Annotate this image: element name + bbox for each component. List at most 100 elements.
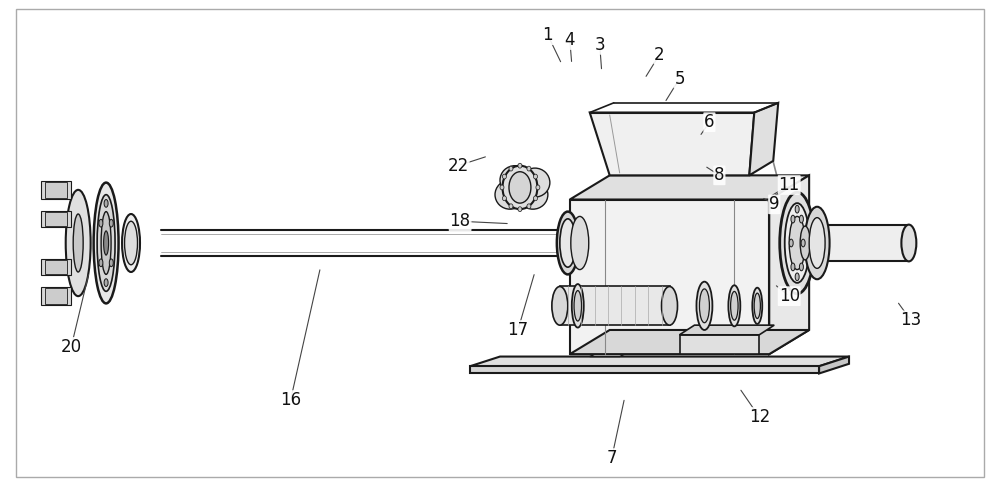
- Ellipse shape: [731, 292, 738, 320]
- Ellipse shape: [795, 205, 799, 213]
- Polygon shape: [749, 103, 778, 175]
- Ellipse shape: [789, 239, 793, 247]
- Ellipse shape: [799, 263, 803, 271]
- Ellipse shape: [101, 211, 111, 275]
- Text: 20: 20: [61, 338, 82, 356]
- Polygon shape: [769, 175, 809, 354]
- Text: 4: 4: [565, 31, 575, 49]
- Ellipse shape: [495, 180, 525, 209]
- Bar: [45, 212, 67, 226]
- Text: 17: 17: [507, 321, 529, 339]
- Text: 16: 16: [280, 391, 301, 409]
- Ellipse shape: [527, 204, 531, 208]
- Text: 8: 8: [714, 166, 725, 184]
- Ellipse shape: [795, 273, 799, 281]
- Ellipse shape: [780, 192, 815, 294]
- Ellipse shape: [791, 263, 795, 271]
- Polygon shape: [570, 330, 809, 354]
- Ellipse shape: [571, 216, 589, 270]
- Polygon shape: [680, 325, 774, 335]
- Ellipse shape: [518, 180, 548, 209]
- Ellipse shape: [728, 285, 740, 327]
- Polygon shape: [819, 357, 849, 373]
- Ellipse shape: [574, 291, 582, 321]
- Ellipse shape: [122, 214, 140, 272]
- Ellipse shape: [99, 259, 103, 267]
- Ellipse shape: [809, 218, 825, 268]
- Text: 10: 10: [779, 287, 800, 305]
- Text: 9: 9: [769, 195, 779, 213]
- Ellipse shape: [104, 231, 109, 255]
- Ellipse shape: [791, 215, 795, 223]
- Polygon shape: [570, 200, 769, 354]
- Text: 22: 22: [447, 156, 469, 174]
- Ellipse shape: [518, 207, 522, 211]
- Ellipse shape: [94, 183, 119, 303]
- Polygon shape: [41, 259, 71, 275]
- Polygon shape: [41, 287, 71, 305]
- Polygon shape: [590, 113, 754, 175]
- Ellipse shape: [502, 174, 506, 179]
- Text: 6: 6: [704, 113, 715, 131]
- Text: 18: 18: [450, 212, 471, 230]
- Text: 1: 1: [543, 26, 553, 44]
- Ellipse shape: [509, 172, 531, 203]
- Polygon shape: [41, 181, 71, 199]
- Ellipse shape: [662, 286, 678, 325]
- Text: 3: 3: [594, 36, 605, 54]
- Ellipse shape: [509, 204, 513, 208]
- Ellipse shape: [109, 219, 113, 227]
- Polygon shape: [41, 211, 71, 227]
- Bar: [45, 260, 67, 274]
- Text: 13: 13: [900, 312, 921, 330]
- Ellipse shape: [557, 211, 579, 275]
- Text: 11: 11: [779, 176, 800, 194]
- Ellipse shape: [752, 288, 762, 324]
- Ellipse shape: [801, 239, 805, 247]
- Ellipse shape: [518, 163, 522, 168]
- Polygon shape: [680, 335, 759, 354]
- Ellipse shape: [699, 289, 709, 323]
- Ellipse shape: [509, 166, 513, 171]
- Ellipse shape: [73, 214, 83, 272]
- Ellipse shape: [572, 284, 584, 328]
- Ellipse shape: [104, 200, 108, 207]
- Ellipse shape: [66, 190, 91, 296]
- Ellipse shape: [789, 216, 805, 270]
- Ellipse shape: [109, 259, 113, 267]
- Ellipse shape: [785, 203, 810, 283]
- Text: 2: 2: [654, 46, 665, 64]
- Ellipse shape: [560, 219, 576, 267]
- Text: 12: 12: [749, 408, 770, 426]
- Ellipse shape: [125, 221, 138, 265]
- Ellipse shape: [696, 282, 712, 330]
- Bar: [45, 288, 67, 304]
- Polygon shape: [570, 175, 809, 200]
- Polygon shape: [560, 286, 670, 325]
- Text: 7: 7: [606, 449, 617, 467]
- Ellipse shape: [536, 185, 540, 190]
- Ellipse shape: [533, 196, 537, 201]
- Ellipse shape: [500, 185, 504, 190]
- Ellipse shape: [520, 168, 550, 197]
- Polygon shape: [590, 349, 635, 357]
- Ellipse shape: [97, 195, 115, 291]
- Polygon shape: [799, 225, 909, 261]
- Ellipse shape: [805, 207, 830, 279]
- Ellipse shape: [799, 215, 803, 223]
- Bar: [45, 182, 67, 198]
- Ellipse shape: [500, 166, 530, 195]
- Ellipse shape: [104, 279, 108, 286]
- Ellipse shape: [527, 166, 531, 171]
- Ellipse shape: [502, 166, 537, 209]
- Ellipse shape: [533, 174, 537, 179]
- Ellipse shape: [99, 219, 103, 227]
- Ellipse shape: [901, 225, 916, 261]
- Polygon shape: [470, 357, 849, 366]
- Text: 5: 5: [674, 69, 685, 87]
- Ellipse shape: [800, 226, 810, 260]
- Ellipse shape: [552, 286, 568, 325]
- Ellipse shape: [502, 196, 506, 201]
- Ellipse shape: [754, 293, 760, 318]
- Polygon shape: [470, 366, 819, 373]
